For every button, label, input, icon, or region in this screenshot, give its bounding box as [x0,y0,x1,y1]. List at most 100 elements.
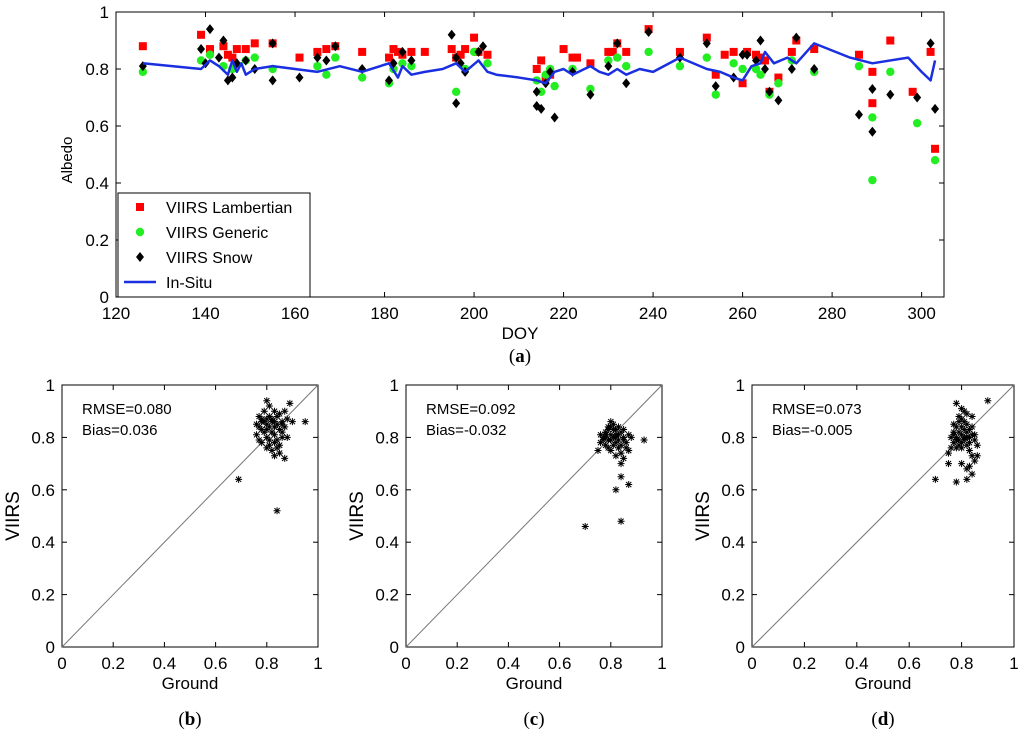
y-axis-label: VIIRS [3,491,24,541]
data-point [787,64,796,74]
data-point [270,452,278,460]
data-point [965,426,973,434]
y-axis-label: Albedo [59,137,76,184]
data-point [260,407,268,415]
data-point [550,112,559,123]
data-point [702,53,711,62]
data-point [263,397,271,405]
y-tick-label: 0.2 [85,231,109,250]
y-tick-label: 0.4 [375,533,399,552]
data-point [456,58,465,69]
data-point [625,481,633,489]
panel-label-letter: b [185,709,196,730]
data-point [950,420,958,428]
series-viirs-vs-ground [931,397,992,486]
data-point [620,436,628,444]
data-point [908,87,917,96]
data-point [963,410,971,418]
legend-label: VIIRS Generic [166,225,268,242]
data-point [926,47,935,56]
y-tick-label: 0 [736,638,745,657]
data-point [268,38,277,49]
series-viirs-vs-ground [581,418,648,530]
panel-label: (b) [178,709,201,730]
x-tick-label: 1 [657,654,666,673]
x-tick-label: 160 [281,304,309,323]
data-point [604,444,612,452]
x-axis-label: Ground [855,674,912,693]
data-point [265,436,273,444]
data-point [398,59,407,68]
data-point [197,44,206,55]
data-point [711,81,720,92]
data-point [958,439,966,447]
data-point [613,38,622,49]
legend: VIIRS Lambertian VIIRS Generic VIIRS Snow I… [117,192,311,298]
data-point [235,475,243,483]
data-point [945,460,952,468]
panel-label-open: ( [509,346,515,367]
data-point [774,73,783,82]
data-point [955,428,963,436]
data-point [469,47,479,57]
data-point [253,431,261,439]
data-point [138,42,147,51]
panel-label-close: ) [888,709,894,730]
data-point [223,50,232,59]
data-point [984,397,992,405]
data-point [617,517,625,525]
data-point [288,418,296,426]
x-tick-label: 1 [1009,654,1018,673]
data-point [854,50,863,59]
data-point [398,46,407,57]
data-point [958,444,966,452]
x-tick-label: 0 [57,654,66,673]
panel-label: (c) [523,709,544,730]
y-tick-label: 0.8 [721,428,745,447]
data-point [357,73,367,82]
series-viirs-vs-ground [235,397,309,515]
data-point [765,86,774,97]
data-point [738,79,747,88]
data-point [536,87,546,97]
data-point [756,70,765,79]
legend-label: In-Situ [166,275,212,292]
data-point [854,109,863,120]
data-point [968,412,976,420]
data-point [474,46,483,57]
data-point [205,50,215,59]
y-tick-label: 0 [46,638,55,657]
stats-text: Bias=0.036 [82,422,157,439]
y-tick-label: 1 [46,376,55,395]
data-point [958,431,966,439]
data-point [594,447,602,454]
data-point [644,47,653,57]
data-point [958,415,966,423]
data-point [604,47,613,56]
data-point [389,58,398,69]
one-to-one-line [405,384,663,648]
data-point [787,47,796,56]
data-point [968,423,976,431]
data-point [926,38,935,49]
x-tick-label: 0 [401,654,410,673]
data-point [276,426,284,434]
legend-marker [136,203,144,211]
data-point [774,95,783,106]
data-point [295,53,304,62]
x-tick-label: 140 [191,304,219,323]
y-tick-label: 0.4 [85,174,109,193]
data-point [452,98,461,109]
data-point [960,418,968,426]
data-point [281,454,289,462]
panel-label-open: ( [871,709,877,730]
y-tick-label: 0.2 [721,586,745,605]
y-tick-label: 0.2 [31,586,55,605]
data-point [228,72,237,83]
data-point [868,83,877,94]
data-point [228,53,237,62]
data-point [743,49,752,60]
data-point [268,418,276,426]
data-point [214,52,223,63]
data-point [604,56,613,65]
